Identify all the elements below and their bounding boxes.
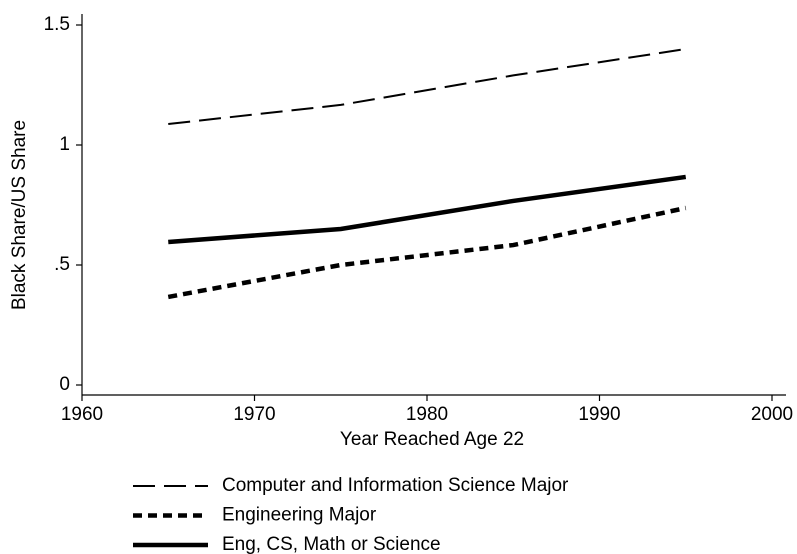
x-axis-label: Year Reached Age 22 — [340, 429, 524, 450]
y-axis-label: Black Share/US Share — [9, 120, 30, 310]
x-tick-label: 1980 — [406, 404, 448, 425]
legend-label: Eng, CS, Math or Science — [222, 534, 441, 554]
x-tick-label: 1970 — [233, 404, 275, 425]
y-tick-label: .5 — [54, 254, 70, 275]
line-series — [168, 174, 687, 245]
y-tick-label: 0 — [59, 374, 70, 395]
x-tick-label: 1960 — [61, 404, 103, 425]
x-tick-label: 2000 — [751, 404, 793, 425]
legend-label: Computer and Information Science Major — [222, 475, 569, 496]
line-series — [168, 48, 686, 125]
x-tick-label: 1990 — [578, 404, 620, 425]
line-series — [167, 205, 687, 300]
legend-label: Engineering Major — [222, 505, 377, 526]
y-tick-label: 1.5 — [44, 14, 70, 35]
y-tick-label: 1 — [59, 134, 70, 155]
